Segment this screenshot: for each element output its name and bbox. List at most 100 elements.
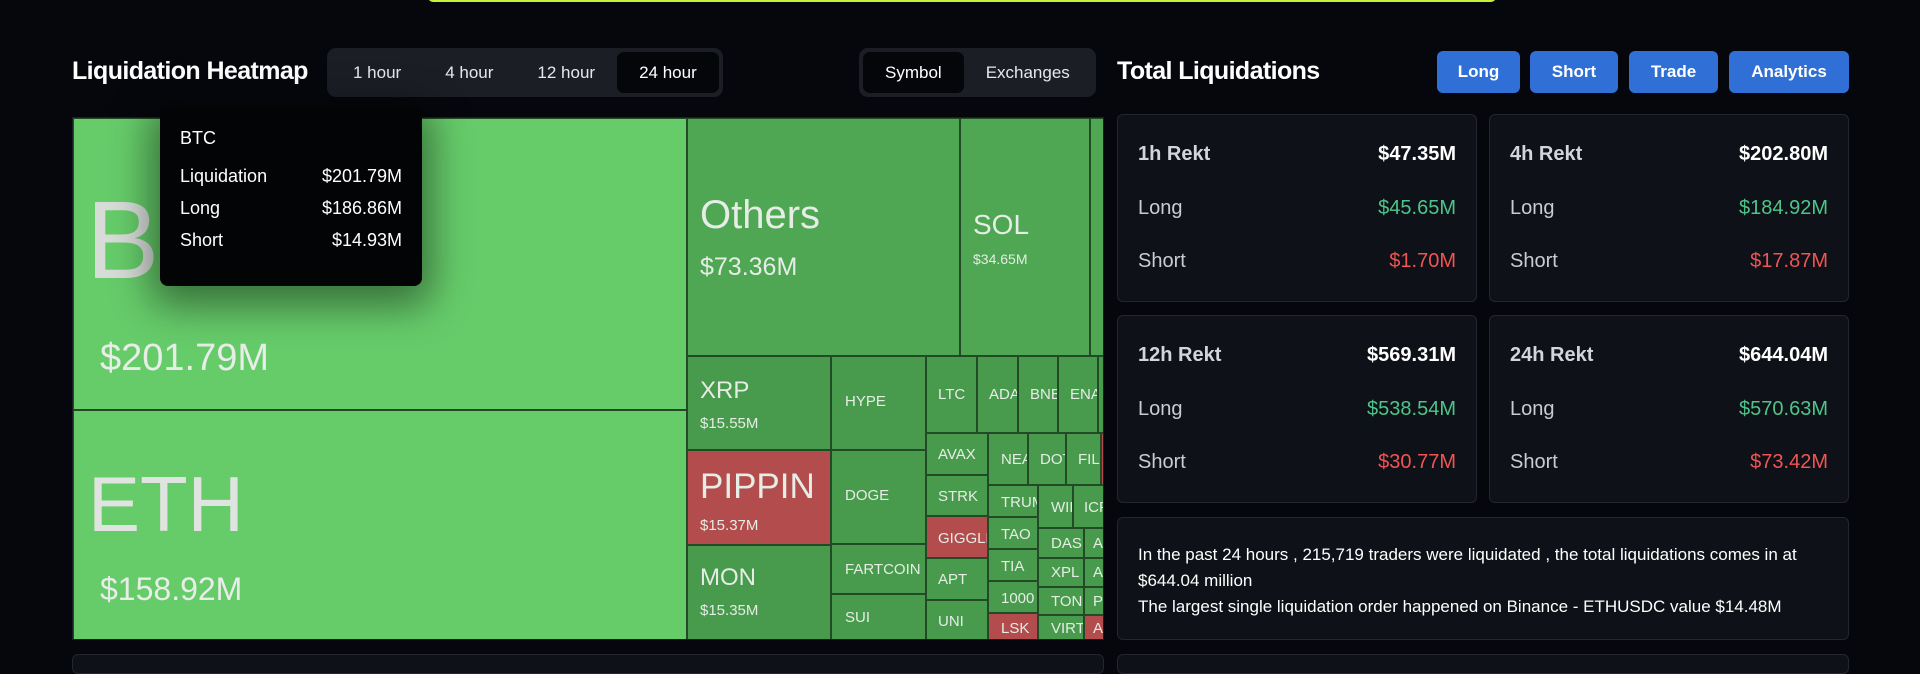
cell-symbol: SOL — [973, 209, 1030, 240]
treemap-cell-pippin[interactable]: PIPPIN $15.37M — [687, 450, 831, 545]
tab-symbol[interactable]: Symbol — [863, 52, 964, 93]
card-short-value: $30.77M — [1378, 451, 1456, 473]
treemap-cell-ena[interactable]: ENA — [1058, 356, 1098, 433]
treemap-cell-small[interactable] — [1090, 118, 1103, 356]
card-short-value: $73.42M — [1750, 451, 1828, 473]
cell-value: $15.37M — [700, 517, 759, 534]
cell-symbol: UNI — [938, 613, 964, 630]
treemap-cell-dash[interactable]: DASH — [1038, 528, 1084, 558]
cell-symbol: Others — [700, 193, 821, 237]
cell-symbol: APT — [938, 571, 968, 588]
treemap-cell-others[interactable]: Others $73.36M — [687, 118, 960, 356]
cell-symbol: XRP — [700, 377, 750, 404]
cell-symbol: ENA — [1070, 386, 1098, 403]
treemap-cell-small[interactable] — [1098, 356, 1103, 433]
view-mode-tabs: Symbol Exchanges — [859, 48, 1096, 97]
treemap-cell-mon[interactable]: MON $15.35M — [687, 545, 831, 639]
card-long-label: Long — [1138, 398, 1183, 420]
cell-symbol: AVAX — [938, 446, 976, 463]
cell-symbol: DOT — [1040, 451, 1065, 468]
treemap-cell-fartcoin[interactable]: FARTCOIN — [831, 544, 926, 594]
treemap-cell-ton[interactable]: TON — [1038, 587, 1084, 615]
treemap-cell-p[interactable]: P — [1084, 587, 1103, 615]
treemap-cell-xpl[interactable]: XPL — [1038, 558, 1084, 587]
trade-button[interactable]: Trade — [1629, 51, 1718, 93]
bottom-panel-left — [72, 654, 1104, 674]
treemap-cell-fil[interactable]: FIL — [1066, 433, 1101, 485]
treemap-cell-giggle[interactable]: GIGGLE — [926, 516, 988, 558]
card-short-value: $17.87M — [1750, 250, 1828, 272]
cell-value: $201.79M — [100, 337, 270, 379]
cell-symbol: TIA — [1001, 558, 1025, 575]
treemap-cell-trump[interactable]: TRUMP — [988, 485, 1038, 517]
cell-symbol: DASH — [1051, 535, 1083, 552]
treemap-cell-uni[interactable]: UNI — [926, 600, 988, 639]
card-long-value: $184.92M — [1739, 197, 1828, 219]
treemap-cell-sol[interactable]: SOL $34.65M — [960, 118, 1090, 356]
treemap-cell-ltc[interactable]: LTC — [926, 356, 977, 433]
card-total: $644.04M — [1739, 344, 1828, 366]
tooltip-value: $201.79M — [321, 166, 402, 186]
treemap-cell-doge[interactable]: DOGE — [831, 450, 926, 544]
tooltip-label: Long — [180, 198, 221, 218]
treemap-cell-1000[interactable]: 1000 — [988, 581, 1038, 613]
tooltip-label: Short — [180, 230, 224, 250]
card-long-label: Long — [1510, 197, 1555, 219]
card-total: $569.31M — [1367, 344, 1456, 366]
treemap-cell-hype[interactable]: HYPE — [831, 356, 926, 450]
treemap-cell-dot[interactable]: DOT — [1028, 433, 1066, 485]
treemap-cell-icp[interactable]: ICP — [1073, 485, 1103, 528]
tab-12-hour[interactable]: 12 hour — [537, 63, 596, 82]
treemap-cell-a[interactable]: A — [1084, 615, 1104, 639]
cell-symbol: HYPE — [845, 393, 886, 410]
treemap-cell-a[interactable]: A — [1084, 558, 1103, 587]
treemap-cell-strk[interactable]: STRK — [926, 475, 988, 516]
liquidation-summary: In the past 24 hours , 215,719 traders w… — [1117, 517, 1849, 640]
cell-symbol: LTC — [938, 386, 966, 403]
treemap-cell-virtual[interactable]: VIRT — [1038, 615, 1084, 639]
cell-value: $73.36M — [700, 253, 798, 281]
cell-symbol: FIL — [1078, 451, 1100, 468]
treemap-cell-avax[interactable]: AVAX — [926, 433, 988, 475]
treemap-cell-small[interactable] — [1101, 433, 1103, 485]
cell-symbol: A — [1093, 620, 1104, 637]
treemap-cell-apt[interactable]: APT — [926, 558, 988, 600]
cell-symbol: TRUMP — [1001, 494, 1037, 511]
cell-symbol: A — [1093, 535, 1104, 552]
time-range-tabs: 1 hour 4 hour 12 hour 24 hour — [327, 48, 723, 97]
tooltip-value: $14.93M — [331, 230, 402, 250]
treemap-cell-a[interactable]: A — [1084, 528, 1104, 558]
treemap-cell-bnb[interactable]: BNB — [1018, 356, 1058, 433]
treemap-cell-sui[interactable]: SUI — [831, 594, 926, 639]
card-title: 24h Rekt — [1510, 344, 1594, 366]
treemap-cell-tia[interactable]: TIA — [988, 549, 1038, 581]
tab-exchanges[interactable]: Exchanges — [985, 63, 1070, 82]
cell-symbol: GIGGLE — [938, 530, 987, 547]
card-long-label: Long — [1138, 197, 1183, 219]
treemap-cell-lsk[interactable]: LSK — [988, 613, 1038, 639]
tab-1-hour[interactable]: 1 hour — [353, 63, 402, 82]
analytics-button[interactable]: Analytics — [1729, 51, 1849, 93]
tab-4-hour[interactable]: 4 hour — [445, 63, 494, 82]
treemap-cell-ada[interactable]: ADA — [977, 356, 1018, 433]
tooltip-row: Long $186.86M — [180, 198, 402, 230]
treemap-cell-eth[interactable]: ETH $158.92M — [73, 410, 687, 639]
treemap-cell-xrp[interactable]: XRP $15.55M — [687, 356, 831, 450]
cell-symbol: DOGE — [845, 487, 890, 504]
rekt-card-1h: 1h Rekt $47.35M Long $45.65M Short $1.70M — [1117, 114, 1477, 302]
long-button[interactable]: Long — [1437, 51, 1520, 93]
rekt-card-12h: 12h Rekt $569.31M Long $538.54M Short $30.7… — [1117, 315, 1477, 503]
treemap-cell-tao[interactable]: TAO — [988, 517, 1038, 549]
heatmap-title: Liquidation Heatmap — [72, 57, 308, 85]
cell-symbol: TAO — [1001, 526, 1031, 543]
cell-symbol: BNB — [1030, 386, 1058, 403]
treemap-cell-wif[interactable]: WIF — [1038, 485, 1073, 528]
tab-24-hour[interactable]: 24 hour — [617, 52, 719, 93]
cell-value: $158.92M — [100, 571, 243, 607]
cell-symbol: SUI — [845, 609, 871, 626]
treemap-cell-near[interactable]: NEAR — [988, 433, 1028, 485]
cell-value: $15.55M — [700, 415, 759, 432]
tooltip-symbol: BTC — [180, 128, 216, 148]
tooltip-value: $186.86M — [321, 198, 402, 218]
short-button[interactable]: Short — [1530, 51, 1618, 93]
